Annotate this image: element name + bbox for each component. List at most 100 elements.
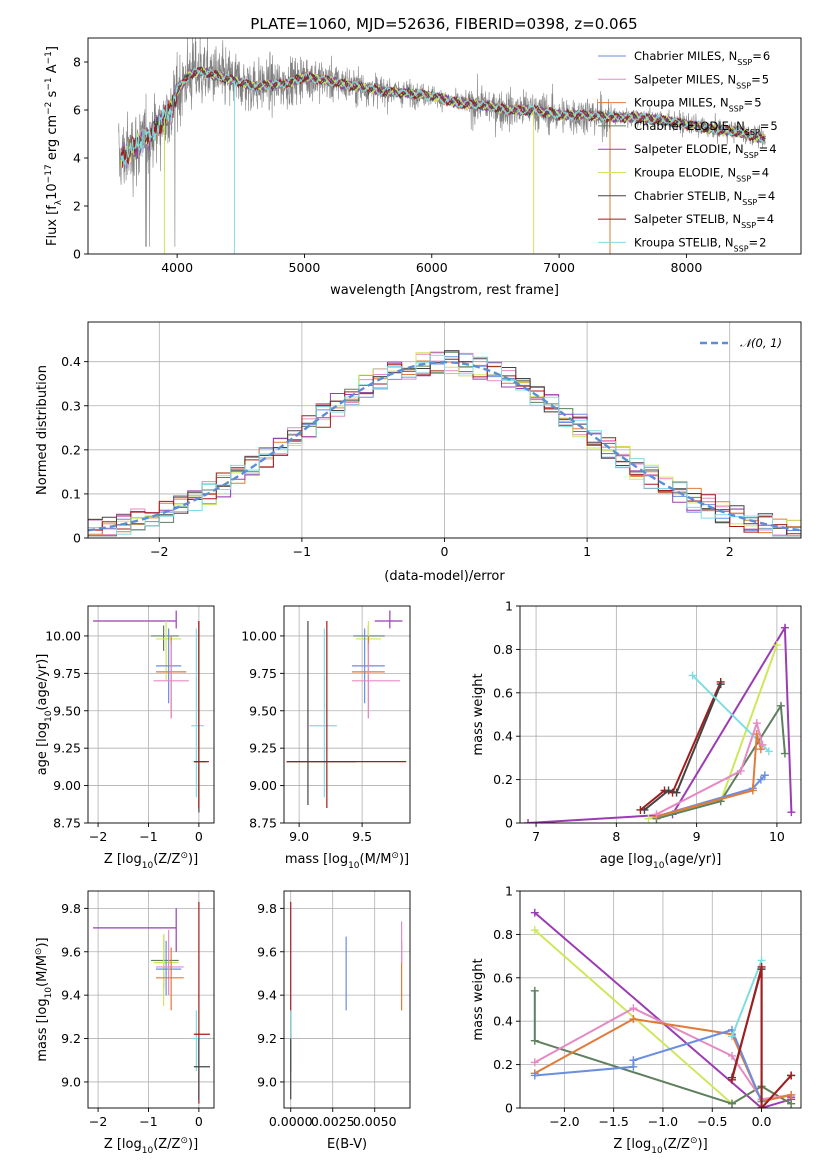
x-tick-label: 9.5 — [352, 829, 372, 844]
legend-equals: = — [744, 96, 754, 110]
x-tick-label: 2 — [726, 544, 734, 559]
y-axis-label: age [log10(age/yr)] — [35, 654, 54, 776]
y-axis-label-group: Flux [fλ10−17 erg cm−2 s−1 A−1] — [44, 46, 64, 246]
massweight_vs_Z-panel-plot-area — [520, 891, 801, 1108]
legend-entry: Chabrier MILES, NSSP=6 — [634, 49, 770, 67]
legend-n-value: 5 — [762, 72, 769, 86]
y-axis-label-part: )] — [35, 937, 50, 947]
x-tick-label: −2 — [89, 1114, 107, 1129]
legend-series-name: Chabrier STELIB — [634, 189, 726, 203]
histogram-step-line — [88, 354, 801, 537]
x-axis-label: Z [log10(Z/Z⊙)] — [104, 851, 198, 871]
legend-n-label: , N — [718, 235, 734, 249]
series-marker — [530, 1036, 539, 1045]
y-tick-label: 9.25 — [249, 741, 277, 756]
spectrum-panel-plot-area — [118, 38, 766, 254]
legend-series-name: Salpeter ELODIE — [634, 142, 728, 156]
y-tick-label: 9.00 — [53, 778, 81, 793]
x-axis-label-part: Z [log — [613, 1137, 651, 1152]
x-tick-label: −1.5 — [598, 1114, 628, 1129]
legend-equals: = — [756, 212, 766, 226]
legend-n-sub: SSP — [744, 151, 759, 160]
legend-entry: Salpeter ELODIE, NSSP=4 — [634, 142, 777, 160]
spectrum-model-line — [120, 65, 766, 162]
legend-n-label: , N — [726, 189, 742, 203]
x-axis-label-part: (Z/Z — [153, 852, 180, 867]
x-tick-label: 0.0 — [752, 1114, 772, 1129]
legend-entry: Kroupa STELIB, NSSP=2 — [634, 235, 767, 253]
x-axis-label-part: Z [log — [104, 852, 142, 867]
y-tick-label: 9.0 — [61, 1074, 81, 1089]
x-tick-label: −2 — [89, 829, 107, 844]
y-axis-label-part: erg cm — [45, 115, 60, 164]
series-line — [656, 733, 762, 818]
series-marker — [776, 701, 785, 710]
y-tick-label: 9.50 — [53, 703, 81, 718]
series-marker — [727, 1051, 736, 1060]
mass_vs_ebv-panel-plot-area — [284, 891, 410, 1108]
series-marker — [736, 766, 745, 775]
x-axis-label: E(B-V) — [327, 1137, 367, 1152]
series-marker — [629, 1056, 638, 1065]
x-tick-label: 8 — [612, 829, 620, 844]
legend-series-name: Kroupa STELIB — [634, 235, 718, 249]
series-marker — [787, 808, 796, 817]
series-marker — [758, 740, 767, 749]
x-tick-label: −2.0 — [549, 1114, 579, 1129]
x-axis-label-part: ⊙ — [180, 1136, 188, 1146]
legend-entry: 𝒩(0, 1) — [740, 336, 782, 350]
legend-series-name: Kroupa ELODIE — [634, 166, 720, 180]
x-axis-label-part: 10 — [651, 1146, 663, 1156]
x-tick-label: 0.0050 — [353, 1114, 397, 1129]
axes-frame — [283, 605, 411, 824]
legend-entry: Salpeter STELIB, NSSP=4 — [634, 212, 774, 230]
mass_vs_Z-panel-plot-area — [88, 891, 214, 1108]
y-tick-label: 9.75 — [53, 666, 81, 681]
x-tick-label: 0.0000 — [269, 1114, 313, 1129]
series-marker — [787, 1099, 796, 1108]
legend-entry: Salpeter MILES, NSSP=5 — [634, 72, 769, 90]
age_vs_Z-panel-plot-area — [88, 606, 214, 823]
legend-n-value: 2 — [759, 235, 766, 249]
y-tick-label: 0 — [505, 816, 513, 831]
y-axis-label-part: A — [45, 64, 60, 77]
y-tick-label: 9.2 — [257, 1031, 277, 1046]
y-tick-label: 9.00 — [249, 778, 277, 793]
x-axis-label-part: (age/yr)] — [664, 852, 721, 867]
legend-n-value: 4 — [767, 212, 774, 226]
y-tick-label: 0.2 — [61, 442, 81, 457]
series-marker — [629, 1004, 638, 1013]
series-marker — [640, 805, 649, 814]
series-line — [527, 624, 793, 823]
y-tick-label: 0.2 — [493, 772, 513, 787]
histogram-step-line — [88, 353, 801, 537]
age_vs_mass-panel-plot-area — [284, 606, 410, 823]
y-axis-label-group: mass weight — [471, 958, 486, 1040]
legend-equals: = — [752, 49, 762, 63]
y-axis-label-part: 10 — [44, 987, 54, 999]
x-tick-label: 0 — [195, 1114, 203, 1129]
legend-equals: = — [759, 142, 769, 156]
series-line — [656, 719, 764, 816]
series-marker — [644, 814, 653, 823]
legend-n-value: 4 — [769, 142, 776, 156]
y-tick-label: 6 — [73, 103, 81, 118]
spectrum-model-line — [120, 67, 766, 166]
axes-frame — [87, 605, 215, 824]
series-marker — [688, 671, 697, 680]
legend-n-value: 5 — [754, 96, 761, 110]
x-tick-label: 1 — [583, 544, 591, 559]
spectrum-model-line — [120, 66, 766, 168]
y-axis-label: mass [log10(M/M⊙)] — [34, 937, 54, 1061]
x-axis-label-part: age [log — [600, 852, 653, 867]
legend-entry: Chabrier ELODIE, NSSP=5 — [634, 119, 778, 137]
y-tick-label: 0.6 — [493, 685, 513, 700]
legend-entry: Kroupa MILES, NSSP=5 — [634, 96, 762, 114]
axes-frame — [519, 605, 802, 824]
y-tick-label: 1 — [505, 884, 513, 899]
series-marker — [530, 1058, 539, 1067]
y-tick-label: 9.50 — [249, 703, 277, 718]
